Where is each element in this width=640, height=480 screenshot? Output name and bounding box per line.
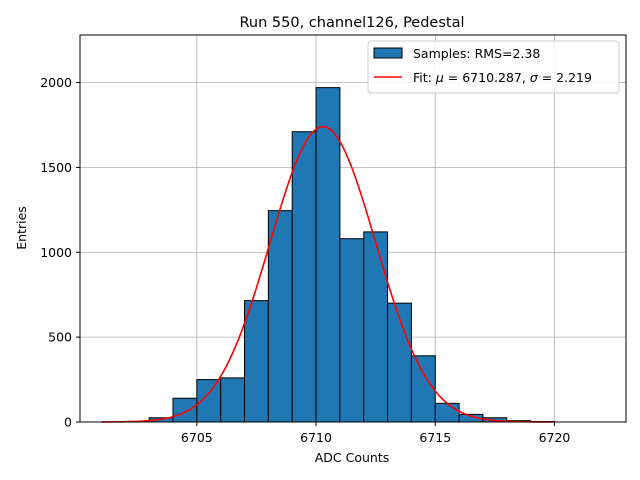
histogram-bar: [387, 302, 412, 423]
legend-hist-label: Samples: RMS=2.38: [413, 46, 540, 61]
histogram-bar: [434, 402, 460, 423]
histogram-bar: [291, 131, 317, 423]
plot-frame: [79, 34, 627, 423]
y-tick-label: 1500: [40, 160, 72, 175]
histogram-bar: [410, 355, 436, 423]
histogram-bar: [363, 231, 389, 423]
histogram-bar: [267, 210, 293, 423]
legend-box: [367, 40, 620, 94]
histogram-bar: [339, 238, 365, 423]
x-tick-label: 6705: [181, 430, 213, 445]
x-tick-label: 6715: [419, 430, 451, 445]
histogram-bar: [220, 377, 246, 423]
histogram-bars: [148, 87, 555, 423]
x-tick-label: 6720: [539, 430, 571, 445]
y-tick-label: 2000: [40, 75, 72, 90]
gaussian-fit-curve: [101, 125, 555, 423]
histogram-bar: [172, 397, 198, 423]
legend-fit-label: Fit: μ = 6710.287, σ = 2.219: [413, 70, 592, 85]
x-tick-label: 6710: [300, 430, 332, 445]
legend-hist-swatch: [373, 47, 403, 59]
y-tick-label: 500: [48, 330, 72, 345]
histogram-bar: [315, 87, 341, 423]
legend-sigma-symbol: σ: [530, 70, 539, 85]
x-axis-ticks: 6705 6710 6715 6720: [181, 422, 571, 445]
legend-mu-value: = 6710.287,: [444, 70, 530, 85]
y-axis-ticks: 0 500 1000 1500 2000: [40, 75, 80, 430]
histogram-bar: [244, 300, 269, 423]
chart-title: Run 550, channel126, Pedestal: [239, 15, 464, 31]
legend-sigma-value: = 2.219: [538, 70, 592, 85]
legend-fit-prefix: Fit:: [413, 70, 436, 85]
legend: Samples: RMS=2.38 Fit: μ = 6710.287, σ =…: [367, 40, 620, 94]
legend-mu-symbol: μ: [435, 70, 444, 85]
x-axis-label: ADC Counts: [315, 450, 390, 465]
y-axis-label: Entries: [14, 206, 29, 250]
y-tick-label: 0: [64, 415, 72, 430]
y-tick-label: 1000: [40, 245, 72, 260]
